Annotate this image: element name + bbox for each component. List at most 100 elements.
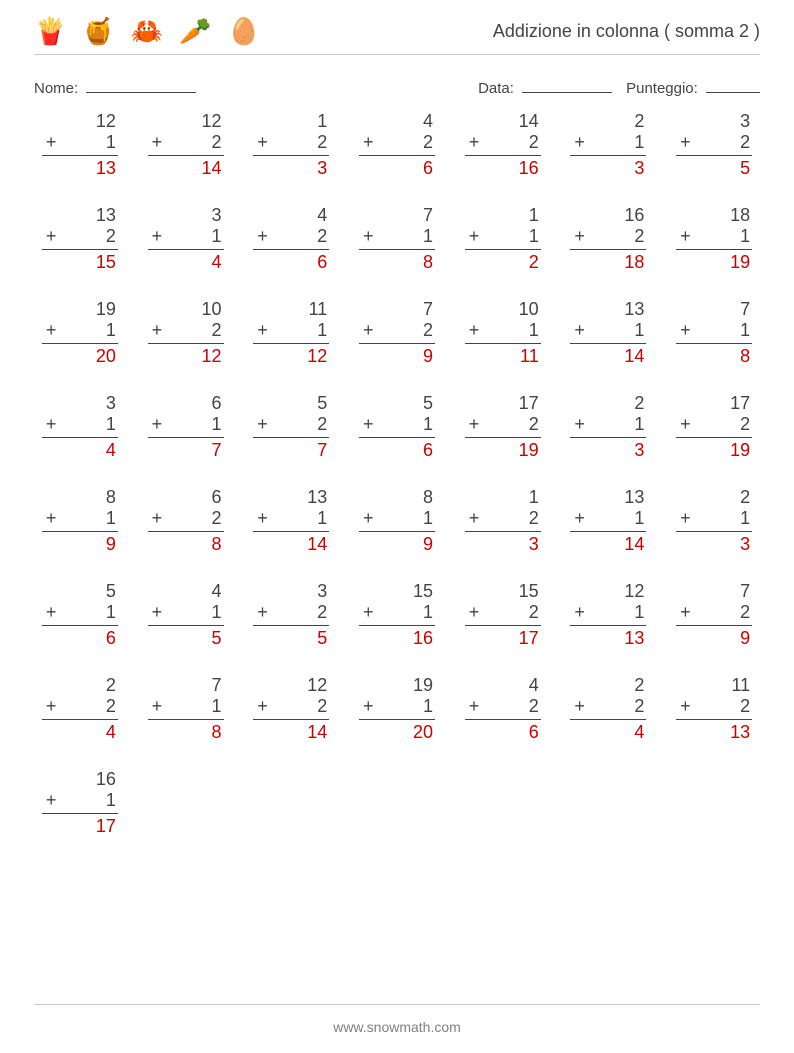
- addend-top: 12: [96, 111, 118, 132]
- meta-right: Data: Punteggio:: [478, 79, 760, 97]
- problem: 2+13: [676, 487, 752, 555]
- answer: 16: [519, 156, 541, 179]
- addend-bottom: 2: [317, 226, 327, 247]
- addend-top: 17: [730, 393, 752, 414]
- operator: +: [363, 414, 374, 435]
- addend-bottom: 1: [634, 602, 644, 623]
- answer: 5: [212, 626, 224, 649]
- addend-bottom: 2: [740, 602, 750, 623]
- addend-bottom: 1: [423, 508, 433, 529]
- addend-row: +1: [42, 602, 118, 625]
- answer: 6: [529, 720, 541, 743]
- problem: 7+18: [359, 205, 435, 273]
- problem: 6+28: [148, 487, 224, 555]
- operator: +: [257, 132, 268, 153]
- addend-bottom: 2: [634, 226, 644, 247]
- addend-bottom: 1: [317, 508, 327, 529]
- addend-row: +2: [253, 226, 329, 249]
- problem: 12+214: [148, 111, 224, 179]
- answer: 3: [529, 532, 541, 555]
- addend-bottom: 1: [106, 320, 116, 341]
- addend-top: 7: [423, 299, 435, 320]
- addend-row: +1: [42, 132, 118, 155]
- answer: 6: [106, 626, 118, 649]
- meta-row: Nome: Data: Punteggio:: [34, 79, 760, 97]
- operator: +: [152, 508, 163, 529]
- addend-top: 18: [730, 205, 752, 226]
- problem: 3+25: [676, 111, 752, 179]
- answer: 8: [212, 532, 224, 555]
- addend-row: +1: [570, 132, 646, 155]
- addend-row: +2: [253, 602, 329, 625]
- addend-row: +1: [570, 508, 646, 531]
- addend-row: +1: [42, 508, 118, 531]
- problem: 8+19: [42, 487, 118, 555]
- answer: 3: [740, 532, 752, 555]
- addend-top: 4: [212, 581, 224, 602]
- addend-row: +2: [42, 226, 118, 249]
- addend-bottom: 2: [317, 132, 327, 153]
- addend-top: 16: [96, 769, 118, 790]
- problem: 17+219: [676, 393, 752, 461]
- operator: +: [469, 320, 480, 341]
- addend-row: +2: [359, 132, 435, 155]
- operator: +: [152, 226, 163, 247]
- answer: 14: [307, 720, 329, 743]
- answer: 3: [634, 156, 646, 179]
- answer: 14: [624, 532, 646, 555]
- addend-top: 4: [423, 111, 435, 132]
- problem: 8+19: [359, 487, 435, 555]
- operator: +: [46, 602, 57, 623]
- addend-row: +1: [148, 226, 224, 249]
- addend-top: 19: [413, 675, 435, 696]
- addend-bottom: 2: [740, 132, 750, 153]
- addend-row: +1: [42, 414, 118, 437]
- problem: 19+120: [42, 299, 118, 367]
- worksheet-page: 🍟🍯🦀🥕🥚 Addizione in colonna ( somma 2 ) N…: [0, 0, 794, 837]
- addend-row: +1: [253, 320, 329, 343]
- header-icon: 🍯: [82, 18, 114, 44]
- addend-top: 2: [634, 393, 646, 414]
- addend-top: 19: [96, 299, 118, 320]
- date-field: Data:: [478, 79, 612, 97]
- addend-top: 1: [317, 111, 329, 132]
- answer: 2: [529, 250, 541, 273]
- problem: 6+17: [148, 393, 224, 461]
- problem: 11+213: [676, 675, 752, 743]
- answer: 6: [317, 250, 329, 273]
- addend-row: +1: [570, 602, 646, 625]
- problem: 12+113: [42, 111, 118, 179]
- problem: 14+216: [465, 111, 541, 179]
- header: 🍟🍯🦀🥕🥚 Addizione in colonna ( somma 2 ): [34, 18, 760, 55]
- operator: +: [152, 414, 163, 435]
- operator: +: [469, 602, 480, 623]
- addend-row: +2: [148, 132, 224, 155]
- addend-row: +1: [570, 414, 646, 437]
- answer: 18: [624, 250, 646, 273]
- addend-top: 7: [740, 581, 752, 602]
- problem: 4+26: [253, 205, 329, 273]
- problem: 15+217: [465, 581, 541, 649]
- problem: 16+218: [570, 205, 646, 273]
- addend-bottom: 1: [212, 696, 222, 717]
- operator: +: [257, 696, 268, 717]
- answer: 12: [202, 344, 224, 367]
- answer: 15: [96, 250, 118, 273]
- answer: 7: [317, 438, 329, 461]
- answer: 4: [634, 720, 646, 743]
- addend-top: 1: [529, 205, 541, 226]
- addend-bottom: 2: [317, 696, 327, 717]
- addend-bottom: 1: [106, 790, 116, 811]
- operator: +: [574, 414, 585, 435]
- addend-bottom: 2: [529, 414, 539, 435]
- addend-bottom: 1: [740, 508, 750, 529]
- addend-top: 2: [634, 111, 646, 132]
- addend-row: +2: [253, 132, 329, 155]
- addend-top: 4: [529, 675, 541, 696]
- problems-grid: 12+11312+2141+234+2614+2162+133+2513+215…: [34, 111, 760, 837]
- answer: 20: [413, 720, 435, 743]
- header-icon: 🦀: [131, 18, 163, 44]
- addend-bottom: 2: [529, 602, 539, 623]
- answer: 19: [519, 438, 541, 461]
- addend-row: +2: [676, 602, 752, 625]
